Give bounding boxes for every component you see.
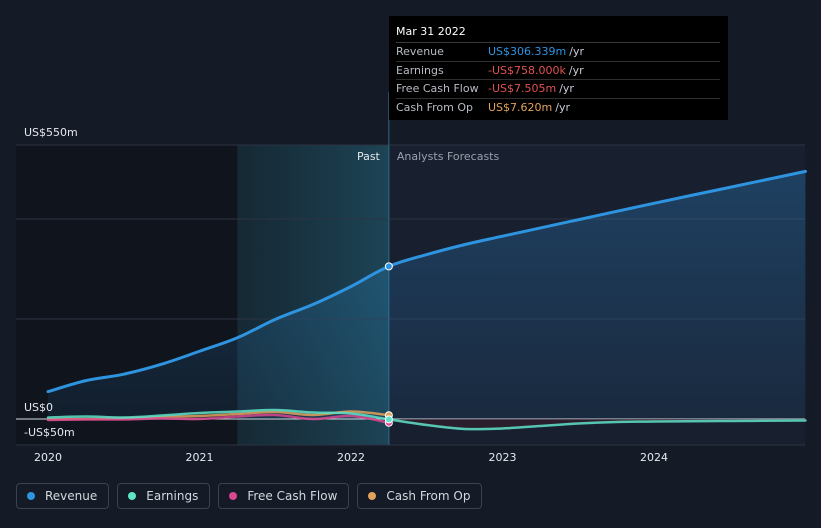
x-axis-tick-label: 2020 bbox=[34, 451, 62, 464]
legend-item-earnings[interactable]: Earnings bbox=[117, 483, 211, 509]
tooltip-unit: /yr bbox=[568, 63, 584, 77]
legend-dot-icon bbox=[128, 492, 137, 500]
legend: Revenue Earnings Free Cash Flow Cash From O… bbox=[16, 483, 483, 509]
tooltip-value: -US$7.505m bbox=[488, 82, 557, 95]
legend-dot-icon bbox=[368, 492, 377, 500]
tooltip: Mar 31 2022 Revenue US$306.339m/yr Earning… bbox=[389, 16, 728, 120]
tooltip-unit: /yr bbox=[555, 100, 570, 114]
tooltip-row: Revenue US$306.339m/yr bbox=[396, 43, 720, 62]
tooltip-row: Cash From Op US$7.620m/yr bbox=[396, 99, 720, 117]
tooltip-label: Revenue bbox=[396, 45, 444, 58]
tooltip-value: US$306.339m bbox=[488, 45, 567, 58]
tooltip-unit: /yr bbox=[559, 82, 574, 95]
legend-label: Revenue bbox=[45, 489, 98, 503]
forecast-label: Analysts Forecasts bbox=[397, 150, 500, 163]
legend-label: Free Cash Flow bbox=[247, 489, 338, 503]
y-axis-label: US$550m bbox=[24, 126, 78, 139]
x-axis-tick-label: 2023 bbox=[489, 451, 517, 464]
legend-label: Earnings bbox=[146, 489, 199, 503]
earnings-negative-area bbox=[388, 419, 806, 430]
revenue-line bbox=[46, 169, 807, 394]
x-axis-tick-label: 2021 bbox=[186, 451, 214, 464]
earnings-marker[interactable] bbox=[384, 415, 393, 424]
legend-label: Cash From Op bbox=[386, 489, 471, 503]
legend-item-revenue[interactable]: Revenue bbox=[16, 483, 110, 509]
free-cash-flow-line bbox=[46, 413, 391, 424]
legend-dot-icon bbox=[229, 492, 238, 500]
tooltip-value: US$7.620m bbox=[488, 100, 553, 114]
past-label: Past bbox=[357, 150, 381, 163]
x-axis-tick-label: 2022 bbox=[337, 451, 365, 464]
tooltip-label: Cash From Op bbox=[396, 100, 474, 114]
y-axis-label: -US$50m bbox=[24, 426, 75, 439]
revenue-marker[interactable] bbox=[384, 262, 393, 271]
tooltip-label: Earnings bbox=[396, 63, 444, 77]
x-axis-tick-label: 2024 bbox=[640, 451, 668, 464]
legend-dot-icon bbox=[27, 492, 35, 500]
y-axis-label: US$0 bbox=[24, 401, 53, 414]
legend-item-free-cash-flow[interactable]: Free Cash Flow bbox=[218, 483, 350, 509]
revenue-area bbox=[48, 171, 806, 419]
legend-item-cash-from-op[interactable]: Cash From Op bbox=[357, 483, 483, 509]
tooltip-date: Mar 31 2022 bbox=[396, 23, 720, 43]
tooltip-unit: /yr bbox=[569, 45, 584, 58]
tooltip-label: Free Cash Flow bbox=[396, 82, 479, 95]
tooltip-value: -US$758.000k bbox=[488, 63, 566, 77]
tooltip-row: Free Cash Flow -US$7.505m/yr bbox=[396, 80, 720, 99]
tooltip-row: Earnings -US$758.000k/yr bbox=[396, 62, 720, 80]
